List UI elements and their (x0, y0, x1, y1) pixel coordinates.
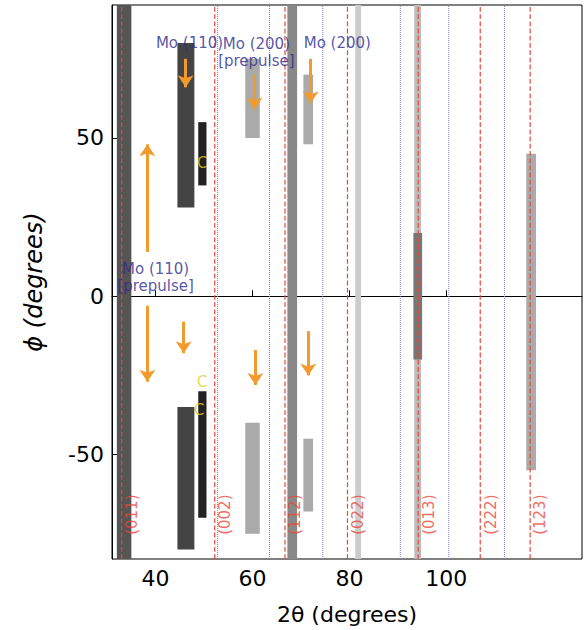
svg-text:Mo (110): Mo (110) (122, 260, 189, 278)
svg-text:-50: -50 (68, 442, 104, 467)
svg-text:40: 40 (142, 566, 170, 591)
svg-text:(123): (123) (531, 495, 549, 535)
svg-text:(013): (013) (420, 495, 438, 535)
svg-text:Mo (110): Mo (110) (156, 34, 223, 52)
svg-text:(011): (011) (123, 495, 141, 535)
svg-text:2θ (degrees): 2θ (degrees) (277, 602, 417, 627)
svg-text:(112): (112) (286, 495, 304, 535)
svg-text:Mo (200): Mo (200) (304, 34, 371, 52)
svg-text:0: 0 (90, 284, 104, 309)
svg-text:Mo (200): Mo (200) (223, 35, 290, 53)
svg-text:(022): (022) (349, 495, 367, 535)
svg-text:(002): (002) (216, 495, 234, 535)
svg-text:C: C (194, 401, 204, 419)
svg-text:C: C (197, 154, 207, 172)
svg-text:ϕ (degrees): ϕ (degrees) (20, 212, 48, 351)
svg-text:50: 50 (76, 125, 104, 150)
svg-text:100: 100 (425, 566, 467, 591)
svg-text:(222): (222) (482, 495, 500, 535)
svg-text:[prepulse]: [prepulse] (218, 52, 295, 70)
svg-text:80: 80 (335, 566, 363, 591)
svg-text:C: C (197, 373, 207, 391)
svg-text:60: 60 (239, 566, 267, 591)
svg-text:[prepulse]: [prepulse] (117, 277, 194, 295)
